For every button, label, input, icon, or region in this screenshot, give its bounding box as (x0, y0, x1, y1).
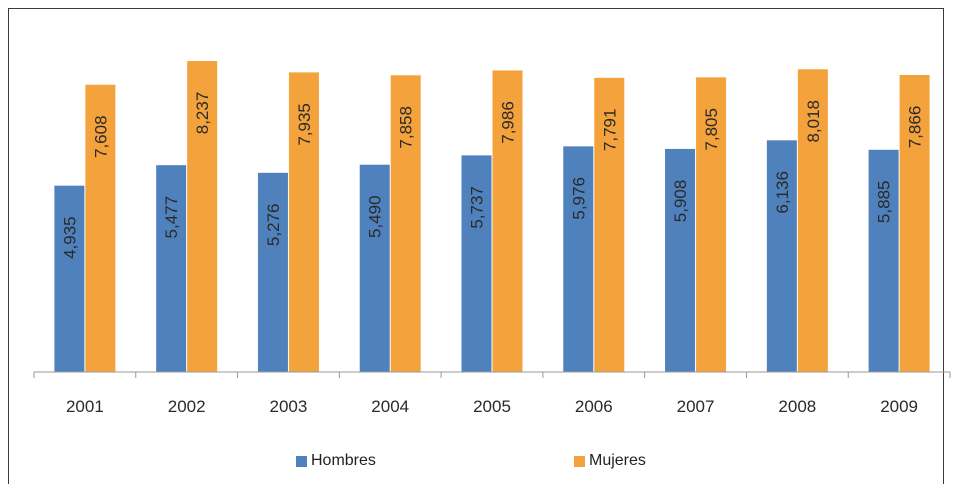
data-labels-layer: 4,935 7,608 5,477 8,237 5,276 7,935 5,490 7,858… (60, 92, 924, 259)
data-label-mujeres-2004: 7,858 (397, 106, 416, 149)
bar-mujeres-2007 (696, 77, 727, 372)
data-label-mujeres-2007: 7,805 (702, 108, 721, 151)
bar-hombres-2001 (54, 185, 85, 372)
bar-hombres-2003 (257, 172, 288, 372)
x-tick-label-2008: 2008 (778, 397, 816, 416)
data-label-hombres-2003: 5,276 (264, 204, 283, 247)
data-label-hombres-2002: 5,477 (162, 196, 181, 239)
bar-mujeres-2005 (492, 70, 523, 373)
bar-mujeres-2002 (187, 61, 218, 372)
bar-hombres-2005 (461, 155, 492, 372)
bars-layer (54, 61, 930, 373)
x-axis-ticks: 2001 2002 2003 2004 2005 2006 2007 2008 2009 (33, 372, 951, 416)
x-tick-label-2007: 2007 (677, 397, 715, 416)
data-label-hombres-2006: 5,976 (569, 177, 588, 220)
bar-hombres-2007 (665, 148, 696, 372)
data-label-hombres-2004: 5,490 (366, 195, 385, 238)
legend-swatch-hombres (296, 455, 307, 467)
bar-hombres-2008 (766, 140, 797, 372)
x-tick-label-2003: 2003 (270, 397, 308, 416)
bar-hombres-2002 (156, 165, 187, 372)
x-tick-label-2005: 2005 (473, 397, 511, 416)
legend-mujeres: Mujeres (574, 452, 646, 470)
legend-label-hombres: Hombres (311, 452, 376, 469)
x-tick-label-2006: 2006 (575, 397, 613, 416)
data-label-mujeres-2005: 7,986 (499, 101, 518, 144)
bar-hombres-2004 (359, 164, 390, 372)
data-label-hombres-2009: 5,885 (875, 181, 894, 224)
bar-hombres-2009 (868, 149, 899, 372)
x-tick-label-2009: 2009 (880, 397, 918, 416)
data-label-hombres-2005: 5,737 (468, 186, 487, 229)
data-label-hombres-2001: 4,935 (60, 216, 79, 259)
bar-mujeres-2001 (85, 84, 116, 373)
data-label-mujeres-2009: 7,866 (906, 106, 925, 149)
x-tick-label-2002: 2002 (168, 397, 206, 416)
x-tick-label-2001: 2001 (66, 397, 104, 416)
data-label-mujeres-2006: 7,791 (600, 109, 619, 152)
data-label-hombres-2008: 6,136 (773, 171, 792, 214)
legend-label-mujeres: Mujeres (589, 452, 646, 469)
bar-mujeres-2003 (288, 72, 319, 372)
bar-mujeres-2004 (390, 75, 421, 373)
data-label-mujeres-2001: 7,608 (91, 115, 110, 158)
data-label-mujeres-2002: 8,237 (193, 92, 212, 135)
x-tick-label-2004: 2004 (371, 397, 409, 416)
data-label-mujeres-2003: 7,935 (295, 103, 314, 146)
data-label-hombres-2007: 5,908 (671, 180, 690, 223)
bar-mujeres-2009 (899, 75, 930, 373)
legend-hombres: Hombres (296, 452, 376, 470)
bar-hombres-2006 (563, 146, 594, 372)
legend-swatch-mujeres (574, 455, 585, 467)
bar-mujeres-2008 (797, 69, 828, 372)
bar-mujeres-2006 (594, 77, 625, 372)
data-label-mujeres-2008: 8,018 (804, 100, 823, 143)
